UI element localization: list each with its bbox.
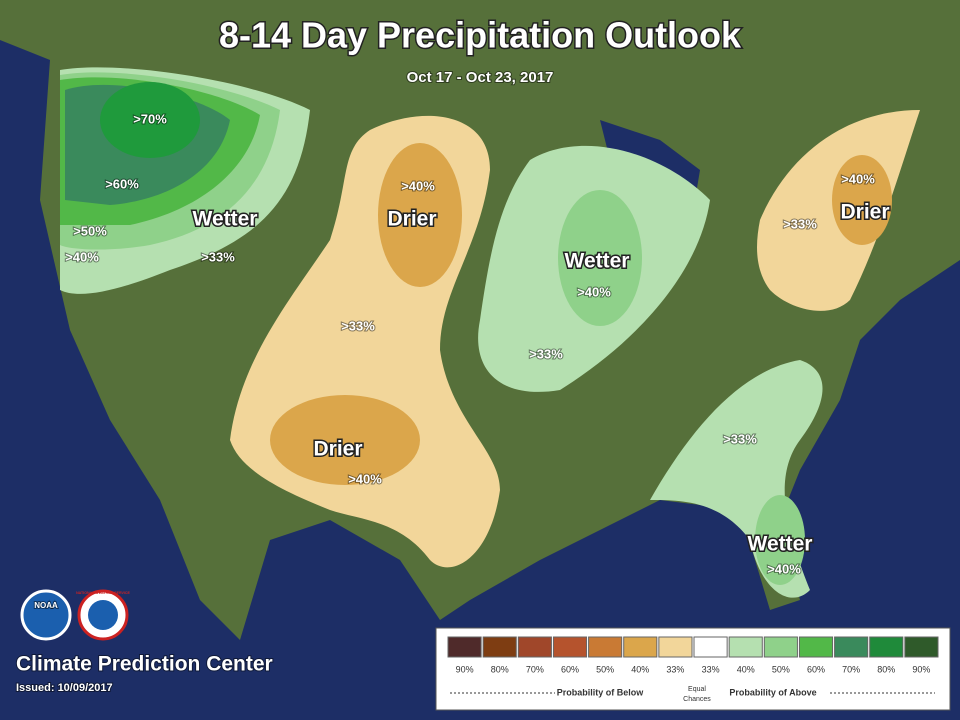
legend-label: 70% xyxy=(842,664,860,674)
legend-swatch xyxy=(834,636,869,658)
mw-40 xyxy=(558,190,642,326)
legend-swatch xyxy=(447,636,482,658)
level-label: >33% xyxy=(529,346,563,361)
subtitle: Oct 17 - Oct 23, 2017 xyxy=(407,69,554,86)
legend-label: 40% xyxy=(631,664,649,674)
legend-swatch xyxy=(623,636,658,658)
legend-label: 60% xyxy=(807,664,825,674)
legend-swatch xyxy=(693,636,728,658)
legend-swatch xyxy=(482,636,517,658)
level-label: >33% xyxy=(341,318,375,333)
legend-label: 90% xyxy=(456,664,474,674)
issued: Issued: 10/09/2017 xyxy=(16,682,113,694)
legend-label: 33% xyxy=(666,664,684,674)
level-label: >33% xyxy=(201,249,235,264)
agency: Climate Prediction Center xyxy=(16,653,273,676)
legend-label: 80% xyxy=(877,664,895,674)
level-label: >40% xyxy=(577,284,611,299)
legend-swatch xyxy=(728,636,763,658)
legend-label: 50% xyxy=(772,664,790,674)
sw-40 xyxy=(270,395,420,485)
legend-swatch xyxy=(552,636,588,658)
level-label: >40% xyxy=(348,471,382,486)
legend-label: 33% xyxy=(702,664,720,674)
legend-label: 70% xyxy=(526,664,544,674)
central-40 xyxy=(378,143,462,287)
ne-40 xyxy=(832,155,892,245)
legend-swatch xyxy=(658,636,693,658)
legend-label: 60% xyxy=(561,664,579,674)
level-label: >40% xyxy=(767,561,801,576)
legend-swatch xyxy=(588,636,623,658)
level-label: >40% xyxy=(841,171,875,186)
legend-swatch xyxy=(798,636,834,658)
level-label: >40% xyxy=(65,249,99,264)
legend-swatch xyxy=(517,636,552,658)
legend-swatch xyxy=(904,636,939,658)
se-40 xyxy=(755,495,805,585)
level-label: >50% xyxy=(73,223,107,238)
legend-label: 50% xyxy=(596,664,614,674)
legend-label: 80% xyxy=(491,664,509,674)
logo-text: NATIONAL WEATHER SERVICE xyxy=(76,591,130,595)
category-label: Wetter xyxy=(748,533,813,556)
category-label: Wetter xyxy=(565,250,630,273)
legend-equal: Equal xyxy=(688,686,706,693)
nw-70 xyxy=(100,82,200,158)
category-label: Drier xyxy=(313,438,362,461)
legend-above: Probability of Above xyxy=(729,687,816,697)
legend-below: Probability of Below xyxy=(557,687,645,697)
category-label: Wetter xyxy=(193,208,258,231)
legend-swatch xyxy=(763,636,798,658)
legend-label: 40% xyxy=(737,664,755,674)
legend: Probability of Below Equal Chances Proba… xyxy=(435,627,951,711)
category-label: Drier xyxy=(387,208,436,231)
legend-swatch xyxy=(869,636,904,658)
legend-equal: Chances xyxy=(683,696,711,703)
nws-logo-inner xyxy=(88,600,118,630)
legend-label: 90% xyxy=(912,664,930,674)
logo-text: NOAA xyxy=(34,601,58,610)
noaa-logo xyxy=(20,589,72,641)
category-label: Drier xyxy=(840,201,889,224)
level-label: >33% xyxy=(783,216,817,231)
level-label: >40% xyxy=(401,178,435,193)
title: 8-14 Day Precipitation Outlook xyxy=(219,15,742,56)
level-label: >33% xyxy=(723,431,757,446)
level-label: >70% xyxy=(133,111,167,126)
level-label: >60% xyxy=(105,176,139,191)
